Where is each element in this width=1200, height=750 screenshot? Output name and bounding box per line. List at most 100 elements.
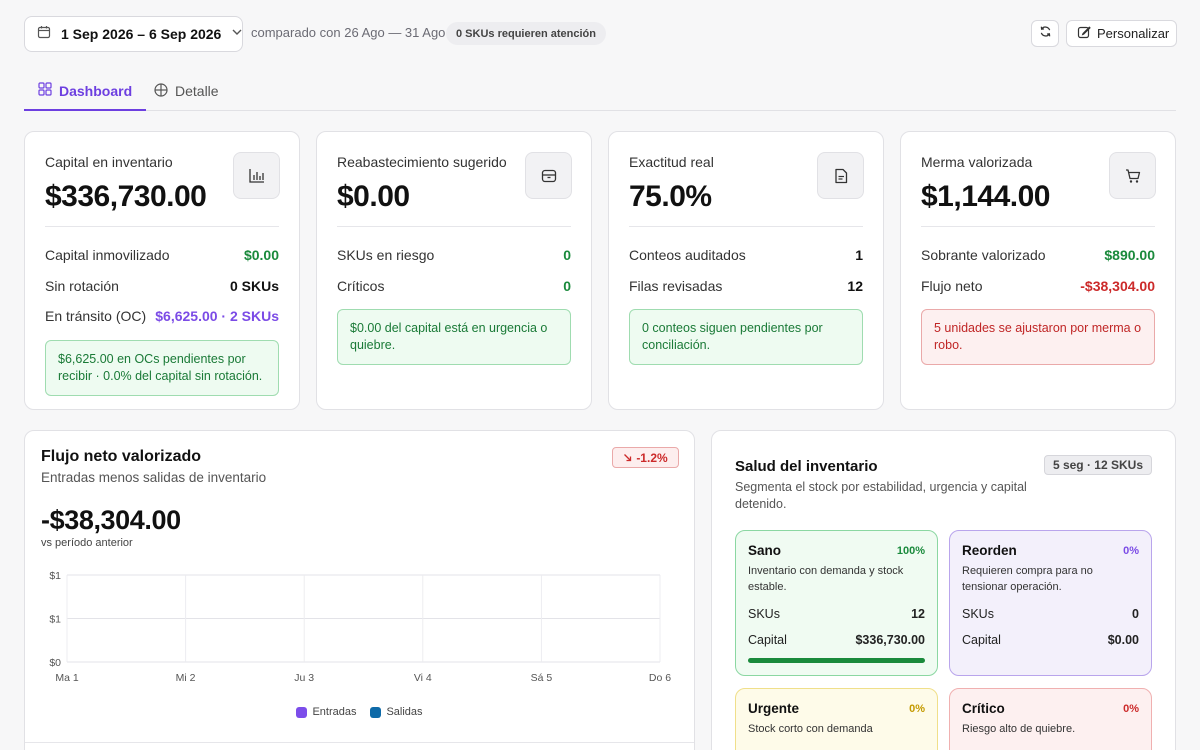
card-title: Salud del inventario [735, 458, 878, 475]
row-label: Capital inmovilizado [45, 247, 170, 264]
segment-count-badge: 5 seg · 12 SKUs [1043, 455, 1152, 475]
kpi-row: Capital inmovilizado $0.00 [45, 240, 279, 271]
edit-icon [1077, 25, 1091, 42]
tab-dashboard-label: Dashboard [59, 82, 133, 99]
legend-item[interactable]: Entradas [296, 706, 356, 718]
row-value: $0.00 [1107, 633, 1139, 647]
chevron-down-icon [231, 25, 243, 43]
divider [45, 226, 279, 227]
box-icon [525, 152, 572, 199]
change-badge: -1.2% [612, 447, 679, 468]
legend-label: Entradas [312, 706, 357, 718]
row-label: Capital [962, 633, 1001, 647]
row-label: SKUs en riesgo [337, 247, 435, 264]
row-label: Sobrante valorizado [921, 247, 1046, 264]
tab-detalle-label: Detalle [175, 83, 219, 99]
y-tick-label: $0 [49, 657, 61, 669]
row-value: $6,625.00 · 2 SKUs [155, 308, 279, 325]
customize-button[interactable]: Personalizar [1066, 20, 1177, 47]
segment-description: Requieren compra para no tensionar opera… [962, 565, 1093, 593]
divider [921, 226, 1155, 227]
row-value: 0 SKUs [229, 277, 279, 294]
kpi-row: En tránsito (OC) $6,625.00 · 2 SKUs [45, 301, 279, 332]
row-label: Flujo neto [921, 277, 983, 294]
kpi-value: 75.0% [629, 180, 712, 213]
kpi-card-capital: Capital en inventario $336,730.00 Capita… [24, 131, 300, 410]
segment-percent: 0% [1123, 702, 1139, 715]
calendar-icon [37, 25, 51, 44]
kpi-note: 5 unidades se ajustaron por merma o robo… [921, 309, 1155, 365]
attention-badge: 0 SKUs requieren atención [446, 22, 606, 45]
segment-description: Riesgo alto de quiebre. [962, 723, 1076, 735]
comparison-label: comparado con 26 Ago — 31 Ago [251, 25, 446, 40]
top-toolbar: 1 Sep 2026 – 6 Sep 2026 comparado con 26… [24, 16, 1177, 52]
flow-chart: $1 $1 $0 Ma 1 Mi 2 Ju 3 Vi 4 Sá 5 Do 6 [49, 570, 671, 684]
kpi-row: Filas revisadas 12 [629, 271, 863, 302]
segment-card-reorden[interactable]: Reorden 0% Requieren compra para no tensi… [949, 530, 1152, 676]
row-value: $0.00 [243, 247, 279, 264]
customize-label: Personalizar [1097, 26, 1170, 41]
x-tick-label: Ma 1 [55, 672, 79, 684]
segment-card-sano[interactable]: Sano 100% Inventario con demanda y stock … [735, 530, 938, 676]
refresh-button[interactable] [1031, 20, 1059, 47]
kpi-value: $1,144.00 [921, 180, 1050, 213]
legend-swatch [370, 706, 382, 718]
cart-icon [1109, 152, 1156, 199]
kpi-card-shrinkage: Merma valorizada $1,144.00 Sobrante valo… [900, 131, 1176, 410]
tab-detalle[interactable]: Detalle [140, 72, 233, 110]
row-label: Filas revisadas [629, 277, 723, 294]
divider [25, 742, 694, 743]
card-subtitle: Entradas menos salidas de inventario [41, 470, 267, 485]
card-subtitle: Segmenta el stock por estabilidad, urgen… [735, 480, 1027, 511]
arrow-down-right-icon [623, 451, 632, 465]
kpi-row: SKUs en riesgo 0 [337, 240, 571, 271]
comparison-caption: vs período anterior [41, 537, 133, 549]
row-value: 12 [911, 607, 925, 621]
kpi-row: Conteos auditados 1 [629, 240, 863, 271]
legend-item[interactable]: Salidas [370, 706, 423, 718]
x-tick-label: Ju 3 [294, 672, 314, 684]
kpi-row: Flujo neto -$38,304.00 [921, 271, 1155, 302]
segment-name: Urgente [748, 701, 800, 716]
legend-swatch [296, 706, 308, 718]
row-label: SKUs [748, 607, 780, 621]
row-label: SKUs [962, 607, 994, 621]
kpi-card-accuracy: Exactitud real 75.0% Conteos auditados 1 … [608, 131, 884, 410]
change-value: -1.2% [636, 450, 668, 465]
kpi-note: 0 conteos siguen pendientes por concilia… [629, 309, 863, 365]
kpi-title: Exactitud real [629, 154, 714, 170]
row-label: En tránsito (OC) [45, 308, 147, 325]
x-tick-label: Mi 2 [176, 672, 196, 684]
row-label: Sin rotación [45, 277, 119, 294]
segment-percent: 100% [896, 544, 925, 557]
kpi-note: $0.00 del capital está en urgencia o qui… [337, 309, 571, 365]
kpi-row: Sobrante valorizado $890.00 [921, 240, 1155, 271]
row-value: 0 [563, 247, 571, 264]
row-value: 12 [847, 277, 863, 294]
segment-card-urgente[interactable]: Urgente 0% Stock corto con demanda [735, 688, 938, 750]
legend-label: Salidas [386, 706, 423, 718]
x-tick-label: Do 6 [649, 672, 671, 684]
card-title: Flujo neto valorizado [41, 448, 202, 465]
segment-name: Crítico [962, 701, 1005, 716]
row-label: Capital [748, 633, 787, 647]
kpi-row: Críticos 0 [337, 271, 571, 302]
y-tick-label: $1 [49, 614, 61, 626]
segment-percent: 0% [1123, 544, 1139, 557]
table-icon [154, 82, 168, 100]
grid-icon [38, 82, 52, 99]
tab-dashboard[interactable]: Dashboard [24, 72, 147, 111]
segment-card-critico[interactable]: Crítico 0% Riesgo alto de quiebre. [949, 688, 1152, 750]
chart-legend: Entradas Salidas [25, 706, 694, 718]
bar-chart-icon [233, 152, 280, 199]
row-label: Conteos auditados [629, 247, 746, 264]
segment-row: Capital $336,730.00 [748, 633, 925, 647]
row-value: 1 [855, 247, 863, 264]
kpi-title: Reabastecimiento sugerido [337, 154, 507, 170]
kpi-title: Merma valorizada [921, 154, 1033, 170]
kpi-row: Sin rotación 0 SKUs [45, 271, 279, 302]
segment-name: Sano [748, 543, 782, 558]
date-range-picker[interactable]: 1 Sep 2026 – 6 Sep 2026 [24, 16, 243, 52]
segment-row: SKUs 0 [962, 607, 1139, 621]
segment-row: SKUs 12 [748, 607, 925, 621]
